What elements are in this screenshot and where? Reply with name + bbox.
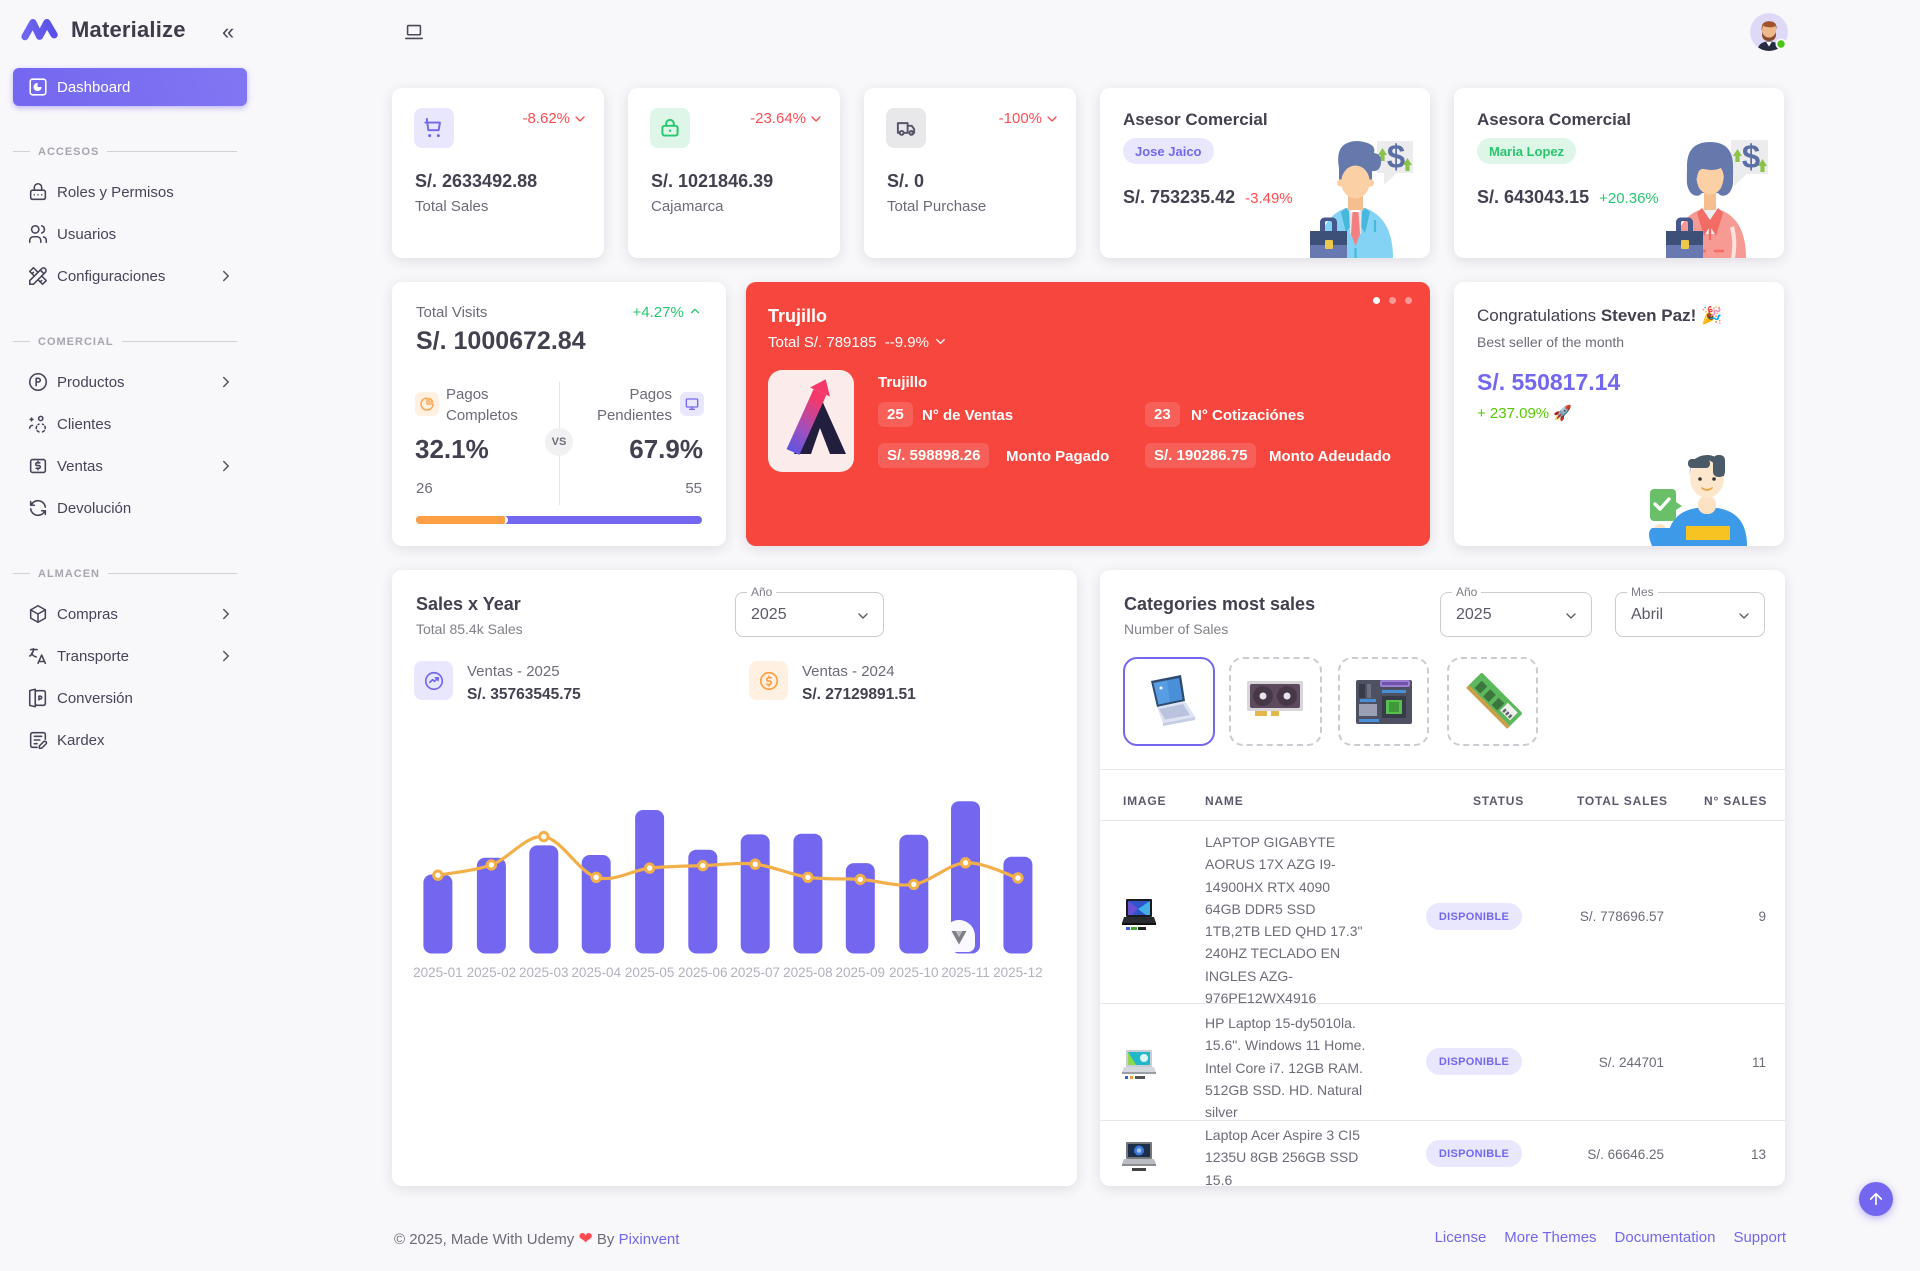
svg-text:2025-07: 2025-07 [730,965,780,980]
svg-text:2025-12: 2025-12 [993,965,1043,980]
svg-text:2025-09: 2025-09 [836,965,886,980]
svg-text:2025-08: 2025-08 [783,965,833,980]
svg-text:$: $ [1387,138,1405,175]
svg-text:2025-01: 2025-01 [413,965,463,980]
svg-text:2025-04: 2025-04 [571,965,621,980]
svg-text:$: $ [1742,138,1760,175]
svg-text:2025-03: 2025-03 [519,965,569,980]
svg-text:2025-11: 2025-11 [941,965,990,980]
svg-text:2025-02: 2025-02 [467,965,517,980]
svg-text:2025-06: 2025-06 [678,965,728,980]
svg-text:2025-05: 2025-05 [625,965,675,980]
svg-text:2025-10: 2025-10 [889,965,939,980]
